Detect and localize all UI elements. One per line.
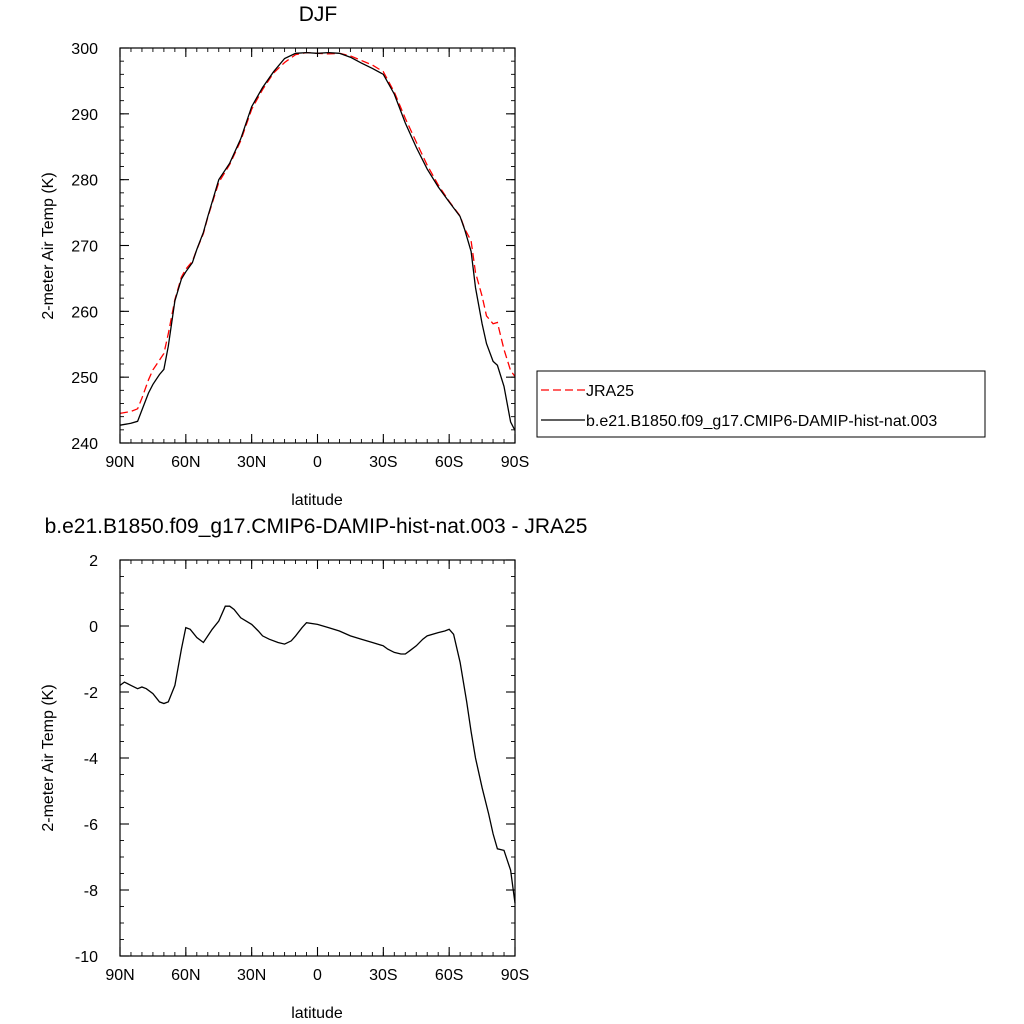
x-tick-label: 90N: [105, 967, 134, 984]
y-tick-label: -8: [84, 883, 98, 900]
y-tick-label: -10: [75, 949, 98, 966]
y-tick-label: 260: [71, 304, 98, 321]
bottom-tick-marks: [119, 559, 516, 957]
x-tick-label: 90S: [501, 454, 529, 471]
top-y-axis-label: 2-meter Air Temp (K): [40, 172, 57, 319]
x-tick-label: 60N: [171, 967, 200, 984]
y-tick-label: 250: [71, 370, 98, 387]
top-plot-area: [119, 51, 516, 431]
y-tick-label: -4: [84, 751, 98, 768]
y-tick-label: 280: [71, 173, 98, 190]
x-tick-label: 30S: [369, 454, 397, 471]
top-y-tick-labels: 240 250 260 270 280 290 300: [71, 41, 98, 453]
x-tick-label: 30N: [237, 967, 266, 984]
y-tick-label: 240: [71, 436, 98, 453]
bottom-chart-title: b.e21.B1850.f09_g17.CMIP6-DAMIP-hist-nat…: [45, 515, 588, 538]
x-tick-label: 0: [313, 967, 322, 984]
legend-label-cmip6: b.e21.B1850.f09_g17.CMIP6-DAMIP-hist-nat…: [586, 413, 937, 430]
y-tick-label: 300: [71, 41, 98, 58]
x-tick-label: 30S: [369, 967, 397, 984]
bottom-plot-area: [119, 605, 516, 904]
legend-box: [536, 370, 986, 438]
y-tick-label: 270: [71, 239, 98, 256]
legend-label-jra25: JRA25: [586, 383, 634, 400]
bottom-plot-frame: [119, 559, 516, 957]
top-plot-frame: [119, 47, 516, 444]
top-chart-title: DJF: [299, 3, 338, 26]
x-tick-label: 0: [313, 454, 322, 471]
series-line-jra25: [119, 51, 516, 415]
y-tick-label: -2: [84, 685, 98, 702]
top-x-tick-labels: 90N 60N 30N 0 30S 60S 90S: [105, 454, 529, 471]
top-tick-marks: [119, 47, 516, 444]
bottom-x-tick-labels: 90N 60N 30N 0 30S 60S 90S: [105, 967, 529, 984]
y-tick-label: 0: [89, 619, 98, 636]
y-tick-label: -6: [84, 817, 98, 834]
top-x-axis-label: latitude: [291, 492, 343, 509]
x-tick-label: 30N: [237, 454, 266, 471]
bottom-x-axis-label: latitude: [291, 1005, 343, 1022]
x-tick-label: 90N: [105, 454, 134, 471]
x-tick-label: 60S: [435, 454, 463, 471]
top-panel-djf: DJF 2-meter Air Temp (K) latitude 240 250…: [40, 3, 529, 509]
series-line-difference: [119, 605, 516, 904]
series-line-cmip6-hist-nat: [119, 51, 516, 431]
x-tick-label: 90S: [501, 967, 529, 984]
x-tick-label: 60N: [171, 454, 200, 471]
bottom-y-axis-label: 2-meter Air Temp (K): [40, 684, 57, 831]
bottom-y-tick-labels: -10 -8 -6 -4 -2 0 2: [75, 553, 98, 966]
x-tick-label: 60S: [435, 967, 463, 984]
bottom-panel-difference: b.e21.B1850.f09_g17.CMIP6-DAMIP-hist-nat…: [40, 515, 587, 1022]
y-tick-label: 290: [71, 107, 98, 124]
legend: JRA25 b.e21.B1850.f09_g17.CMIP6-DAMIP-hi…: [536, 370, 986, 438]
y-tick-label: 2: [89, 553, 98, 570]
